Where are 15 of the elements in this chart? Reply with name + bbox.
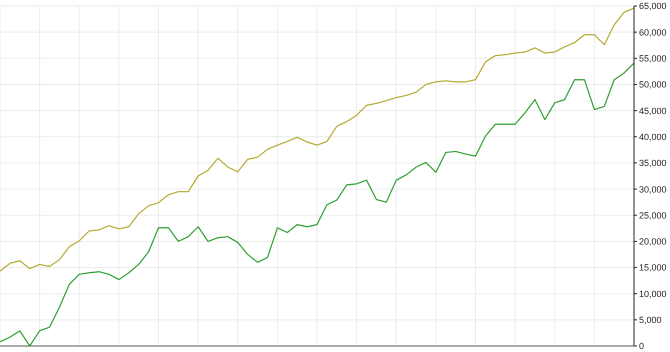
y-tick-label: 55,000 bbox=[639, 54, 667, 64]
y-tick-label: 15,000 bbox=[639, 262, 667, 273]
y-tick-label: 20,000 bbox=[639, 236, 667, 247]
y-tick-label: 35,000 bbox=[639, 158, 667, 168]
y-tick-label: 30,000 bbox=[639, 184, 667, 194]
y-tick-label: 45,000 bbox=[639, 106, 667, 116]
y-tick-label: 60,000 bbox=[639, 27, 667, 38]
y-tick-label: 5,000 bbox=[639, 315, 662, 326]
y-tick-label: 10,000 bbox=[639, 288, 667, 299]
y-tick-label: 25,000 bbox=[639, 210, 667, 220]
line-series bbox=[0, 62, 635, 346]
y-tick-label: 65,000 bbox=[639, 1, 667, 12]
y-tick-label: 40,000 bbox=[639, 132, 667, 142]
y-tick-label: 50,000 bbox=[639, 80, 667, 90]
y-tick-label: 0 bbox=[639, 341, 644, 352]
